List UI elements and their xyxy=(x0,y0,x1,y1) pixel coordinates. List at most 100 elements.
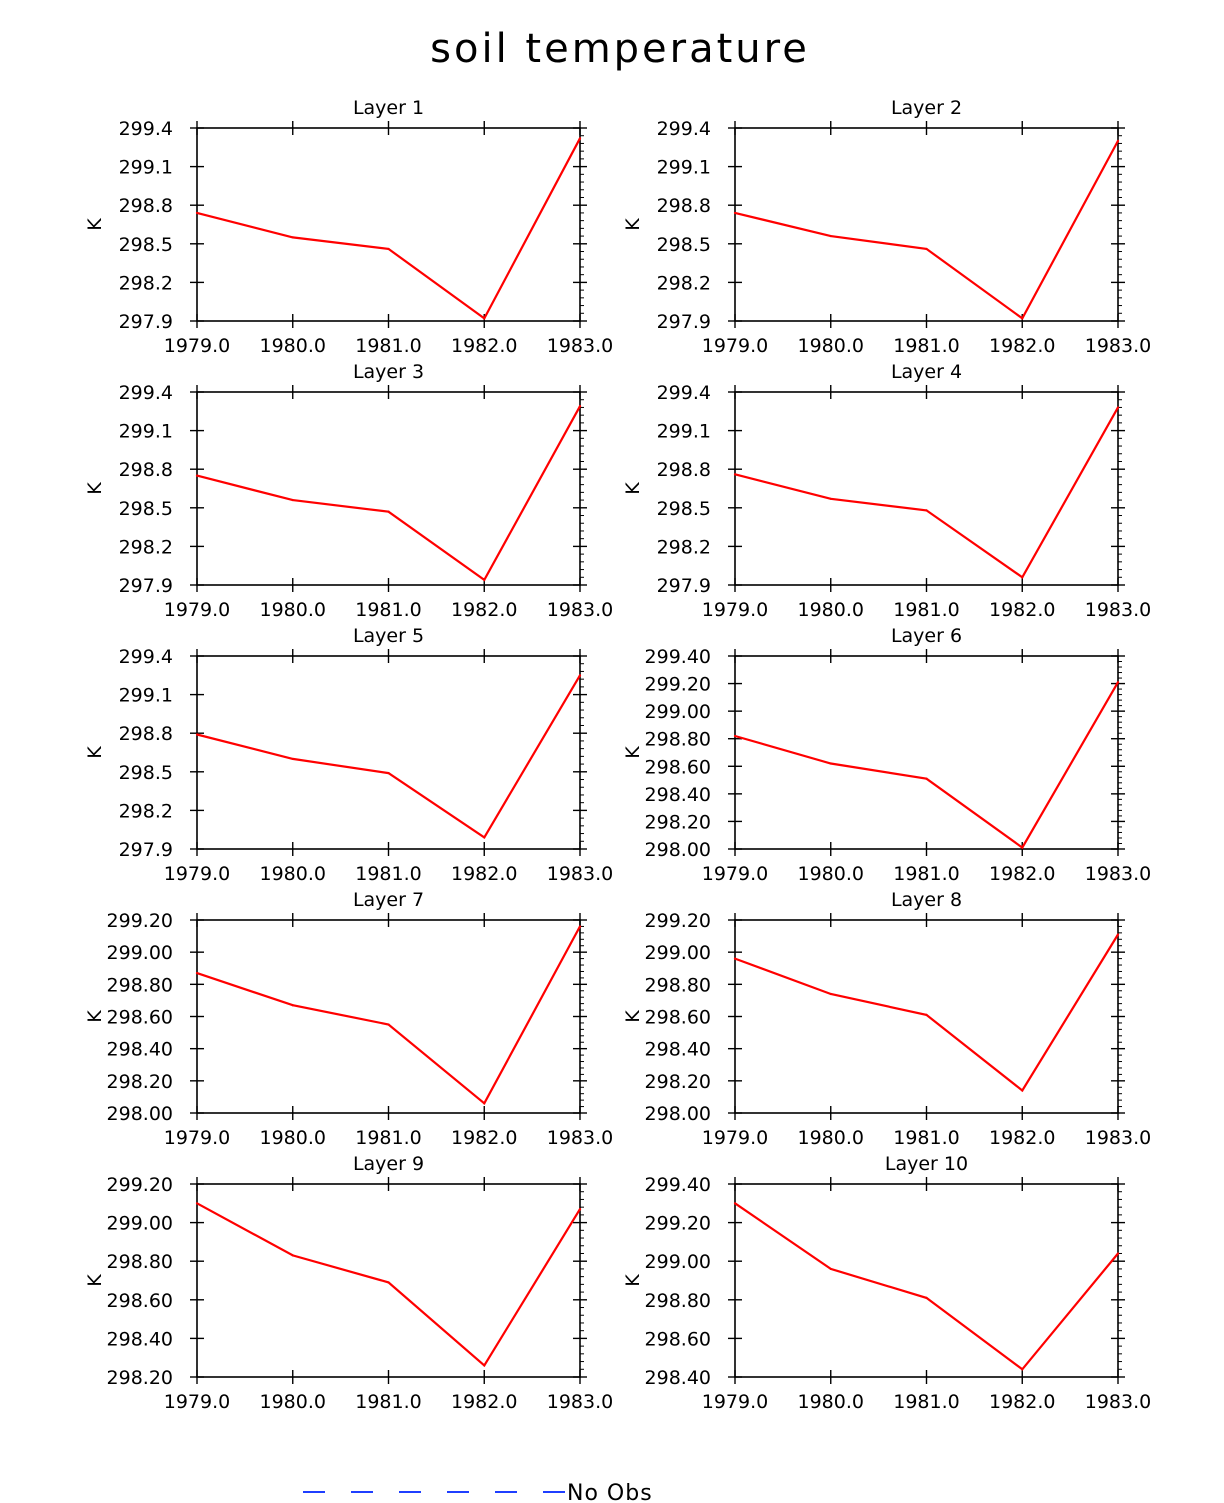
series-line xyxy=(734,681,1119,850)
data-point xyxy=(195,211,199,215)
y-tick-label: 299.1 xyxy=(657,421,711,443)
x-tick-label: 1982.0 xyxy=(451,599,517,621)
y-tick-label: 298.40 xyxy=(645,1367,711,1389)
y-tick-label: 298.60 xyxy=(107,1290,173,1312)
x-tick-label: 1981.0 xyxy=(355,1391,421,1413)
data-point xyxy=(733,734,737,738)
y-tick-label: 298.40 xyxy=(645,1039,711,1061)
y-tick-label: 299.1 xyxy=(119,421,173,443)
y-tick-label: 299.20 xyxy=(645,910,711,932)
panel-layer-2: Layer 2 297.9 298.2 298.5 298.8 299.1 299.4 K 19… xyxy=(622,97,1151,357)
y-tick-label: 298.8 xyxy=(119,459,173,481)
x-tick-label: 1980.0 xyxy=(260,335,326,357)
panel-layer-5: Layer 5 297.9 298.2 298.5 298.8 299.1 299.4 K 19… xyxy=(84,625,613,885)
data-point xyxy=(291,236,294,239)
y-tick-label: 298.20 xyxy=(107,1367,173,1389)
y-axis-label: K xyxy=(84,1274,106,1287)
data-point xyxy=(1116,139,1120,142)
y-tick-label: 298.5 xyxy=(119,234,173,256)
data-point xyxy=(195,971,199,975)
plot-frame xyxy=(196,919,581,1114)
x-tick-label: 1981.0 xyxy=(893,1127,959,1149)
y-tick-label: 299.40 xyxy=(645,646,711,668)
x-tick-label: 1981.0 xyxy=(893,863,959,885)
data-point xyxy=(829,992,832,996)
y-tick-label: 298.80 xyxy=(645,729,711,751)
x-tick-label: 1983.0 xyxy=(547,335,613,357)
y-tick-label: 298.00 xyxy=(107,1103,173,1125)
data-point xyxy=(1021,1089,1024,1092)
x-tick-label: 1980.0 xyxy=(260,1127,326,1149)
data-point xyxy=(1116,933,1120,936)
y-tick-label: 299.20 xyxy=(645,674,711,696)
x-tick-label: 1980.0 xyxy=(260,863,326,885)
data-point xyxy=(829,1267,832,1271)
data-point xyxy=(195,474,199,477)
y-tick-label: 298.80 xyxy=(107,974,173,996)
x-tick-label: 1980.0 xyxy=(798,1391,864,1413)
data-point xyxy=(829,234,832,238)
plot-frame xyxy=(734,1183,1119,1378)
data-point xyxy=(1116,406,1120,409)
y-tick-label: 297.9 xyxy=(657,311,711,333)
x-tick-label: 1982.0 xyxy=(451,335,517,357)
data-point xyxy=(733,957,737,960)
data-point xyxy=(483,578,486,581)
x-tick-label: 1982.0 xyxy=(451,863,517,885)
data-point xyxy=(291,498,294,502)
plot-frame xyxy=(734,919,1119,1114)
data-point xyxy=(195,1202,199,1205)
y-tick-label: 298.20 xyxy=(645,811,711,833)
y-tick-label: 299.1 xyxy=(119,157,173,179)
panels: Layer 1 297.9 298.2 298.5 298.8 299.1 299.4 K 19… xyxy=(84,97,1151,1413)
data-point xyxy=(483,317,486,320)
data-point xyxy=(291,1254,294,1257)
x-tick-label: 1981.0 xyxy=(893,335,959,357)
x-tick-label: 1981.0 xyxy=(893,1391,959,1413)
x-tick-label: 1982.0 xyxy=(989,335,1055,357)
legend-label: No Obs xyxy=(567,1481,653,1503)
y-tick-label: 298.2 xyxy=(119,800,173,822)
x-tick-label: 1983.0 xyxy=(547,599,613,621)
data-point xyxy=(829,497,832,500)
data-point xyxy=(925,1296,928,1299)
panel-layer-7: Layer 7 298.00 298.20 298.40 298.60 298.80 299… xyxy=(84,889,613,1149)
y-tick-label: 299.4 xyxy=(119,646,173,668)
data-point xyxy=(483,1364,486,1367)
x-tick-label: 1983.0 xyxy=(547,863,613,885)
x-tick-label: 1983.0 xyxy=(1085,863,1151,885)
y-tick-label: 298.80 xyxy=(107,1251,173,1273)
y-axis-label: K xyxy=(84,1010,106,1023)
y-tick-label: 299.00 xyxy=(107,1213,173,1235)
y-tick-label: 297.9 xyxy=(119,575,173,597)
panel-layer-3: Layer 3 297.9 298.2 298.5 298.8 299.1 299.4 K 19… xyxy=(84,361,613,621)
x-tick-label: 1982.0 xyxy=(451,1127,517,1149)
y-tick-label: 299.4 xyxy=(119,118,173,140)
y-tick-label: 297.9 xyxy=(657,575,711,597)
data-point xyxy=(925,247,928,251)
data-point xyxy=(483,836,486,839)
x-tick-label: 1981.0 xyxy=(893,599,959,621)
y-tick-label: 298.5 xyxy=(657,234,711,256)
x-tick-label: 1982.0 xyxy=(989,863,1055,885)
x-tick-label: 1979.0 xyxy=(702,335,768,357)
series-line xyxy=(196,1202,581,1368)
plot-frame xyxy=(734,127,1119,322)
plot-frame xyxy=(196,655,581,850)
y-tick-label: 298.8 xyxy=(119,723,173,745)
x-tick-label: 1982.0 xyxy=(989,599,1055,621)
x-tick-label: 1980.0 xyxy=(798,599,864,621)
y-tick-label: 299.20 xyxy=(645,1213,711,1235)
y-tick-label: 298.2 xyxy=(119,536,173,558)
data-point xyxy=(925,509,928,512)
y-tick-label: 299.4 xyxy=(657,382,711,404)
x-tick-label: 1979.0 xyxy=(702,863,768,885)
data-point xyxy=(578,405,582,408)
y-tick-label: 298.80 xyxy=(645,1290,711,1312)
data-point xyxy=(387,1281,390,1284)
data-point xyxy=(1021,846,1024,849)
y-tick-label: 299.40 xyxy=(645,1174,711,1196)
y-tick-label: 298.8 xyxy=(657,459,711,481)
y-axis-label: K xyxy=(622,482,644,495)
y-tick-label: 298.00 xyxy=(645,839,711,861)
